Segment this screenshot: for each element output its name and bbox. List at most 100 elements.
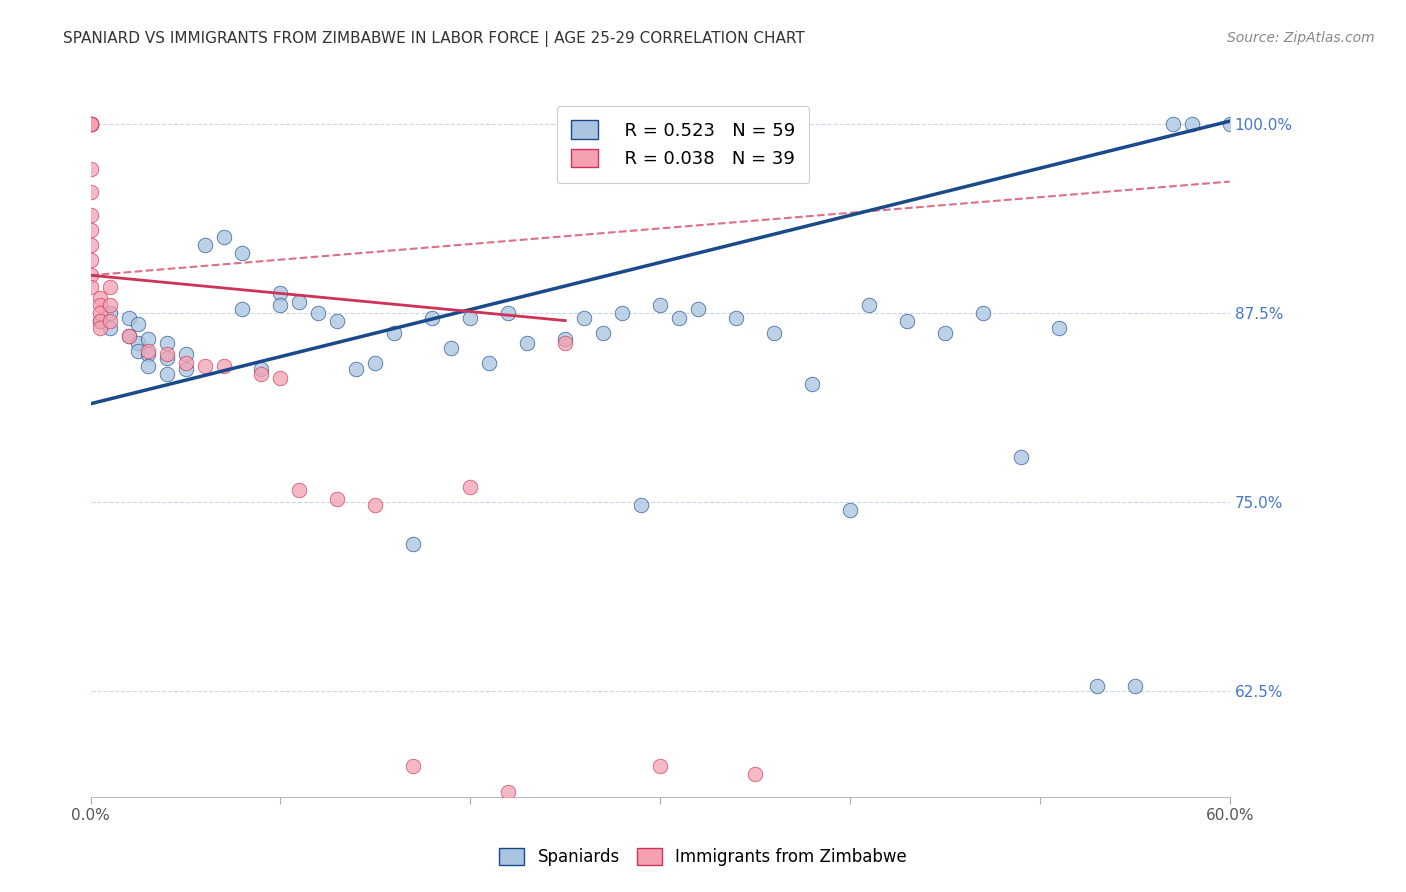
Legend:   R = 0.523   N = 59,   R = 0.038   N = 39: R = 0.523 N = 59, R = 0.038 N = 39 [557, 106, 810, 183]
Point [250, 362, 273, 376]
Point [98, 306, 121, 320]
Point [212, 359, 235, 373]
Point [763, 326, 786, 340]
Point [498, 785, 520, 799]
Point [98, 313, 121, 327]
Point [554, 336, 576, 351]
Point [344, 362, 367, 376]
Point [554, 332, 576, 346]
Point [79, 268, 101, 283]
Point [231, 245, 253, 260]
Point [326, 491, 349, 506]
Point [155, 347, 177, 361]
Point [688, 301, 710, 316]
Point [498, 306, 520, 320]
Point [155, 336, 177, 351]
Point [896, 313, 918, 327]
Point [744, 767, 766, 781]
Point [460, 480, 482, 494]
Point [307, 306, 329, 320]
Point [460, 310, 482, 325]
Point [89, 291, 111, 305]
Point [1085, 679, 1108, 693]
Point [402, 537, 425, 551]
Point [858, 298, 880, 312]
Point [89, 313, 111, 327]
Point [127, 343, 149, 358]
Point [155, 367, 177, 381]
Point [136, 332, 159, 346]
Point [98, 321, 121, 335]
Point [79, 185, 101, 199]
Point [98, 280, 121, 294]
Point [79, 117, 101, 131]
Point [136, 347, 159, 361]
Point [117, 310, 139, 325]
Point [650, 759, 672, 773]
Point [174, 347, 197, 361]
Point [136, 359, 159, 373]
Point [79, 117, 101, 131]
Point [212, 230, 235, 244]
Point [1047, 321, 1070, 335]
Point [592, 326, 614, 340]
Point [650, 298, 672, 312]
Point [382, 326, 405, 340]
Point [89, 321, 111, 335]
Point [89, 306, 111, 320]
Point [630, 498, 652, 512]
Point [934, 326, 956, 340]
Point [127, 317, 149, 331]
Point [478, 356, 501, 370]
Point [1161, 117, 1184, 131]
Point [79, 280, 101, 294]
Point [725, 310, 748, 325]
Point [98, 298, 121, 312]
Point [1181, 117, 1204, 131]
Point [79, 238, 101, 252]
Point [117, 328, 139, 343]
Legend: Spaniards, Immigrants from Zimbabwe: Spaniards, Immigrants from Zimbabwe [491, 840, 915, 875]
Point [422, 310, 444, 325]
Point [516, 336, 538, 351]
Point [612, 306, 634, 320]
Text: SPANIARD VS IMMIGRANTS FROM ZIMBABWE IN LABOR FORCE | AGE 25-29 CORRELATION CHAR: SPANIARD VS IMMIGRANTS FROM ZIMBABWE IN … [63, 31, 806, 47]
Text: Source: ZipAtlas.com: Source: ZipAtlas.com [1227, 31, 1375, 45]
Point [79, 253, 101, 268]
Point [288, 295, 311, 310]
Point [250, 367, 273, 381]
Point [972, 306, 994, 320]
Point [79, 117, 101, 131]
Point [79, 162, 101, 177]
Point [326, 313, 349, 327]
Point [117, 328, 139, 343]
Point [193, 359, 215, 373]
Point [79, 117, 101, 131]
Point [402, 759, 425, 773]
Point [668, 310, 690, 325]
Point [288, 483, 311, 497]
Point [839, 502, 862, 516]
Point [79, 223, 101, 237]
Point [174, 356, 197, 370]
Point [269, 298, 291, 312]
Point [155, 351, 177, 366]
Point [364, 498, 387, 512]
Point [79, 208, 101, 222]
Point [193, 238, 215, 252]
Point [1219, 117, 1241, 131]
Point [89, 313, 111, 327]
Point [89, 298, 111, 312]
Point [269, 371, 291, 385]
Point [79, 117, 101, 131]
Point [127, 336, 149, 351]
Point [364, 356, 387, 370]
Point [801, 377, 824, 392]
Point [1123, 679, 1146, 693]
Point [269, 286, 291, 301]
Point [574, 310, 596, 325]
Point [136, 343, 159, 358]
Point [174, 362, 197, 376]
Point [79, 117, 101, 131]
Point [231, 301, 253, 316]
